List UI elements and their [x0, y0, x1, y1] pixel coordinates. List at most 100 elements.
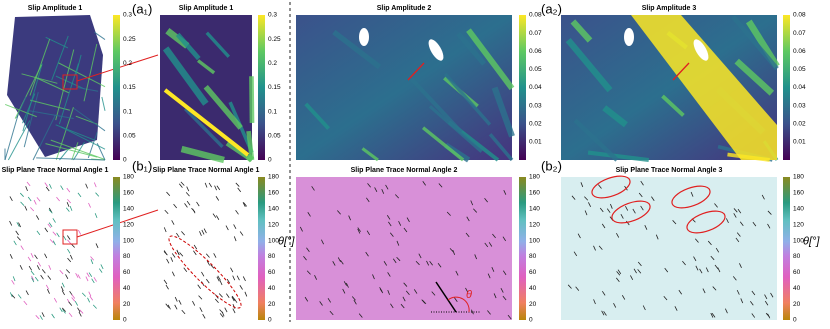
- panel-title: Slip Amplitude 1: [28, 5, 83, 12]
- colorbar-tick: 120: [123, 221, 134, 228]
- colorbar-tick: 180: [268, 174, 279, 181]
- colorbar-tick: 0.01: [529, 139, 542, 146]
- colorbar-tick: 60: [529, 269, 537, 276]
- colorbar-tick: 20: [123, 301, 131, 308]
- colorbar-tick: 0.06: [529, 48, 542, 55]
- panel-image: [296, 15, 512, 160]
- colorbar-tick: 0.2: [268, 60, 277, 67]
- angle-symbol: θ: [466, 289, 472, 301]
- colorbar: [258, 177, 265, 320]
- colorbar-tick: 160: [268, 190, 279, 197]
- colorbar-tick: 140: [793, 205, 804, 212]
- colorbar-tick: 80: [793, 253, 801, 260]
- colorbar-tick: 20: [268, 301, 276, 308]
- panel-image: [561, 172, 777, 320]
- colorbar-tick: 0.07: [529, 30, 542, 37]
- colorbar-tick: 0.04: [793, 84, 806, 91]
- slip-trace: [248, 156, 252, 160]
- colorbar-tick: 120: [268, 221, 279, 228]
- colorbar: [113, 177, 120, 320]
- map-bg: [561, 177, 777, 320]
- colorbar-tick: 60: [123, 269, 131, 276]
- colorbar-tick: 0.04: [529, 84, 542, 91]
- colorbar-unit: θ[°]: [803, 235, 820, 247]
- colorbar-tick: 0.06: [793, 48, 806, 55]
- colorbar-tick: 0: [268, 317, 272, 324]
- colorbar-tick: 0.25: [123, 36, 136, 43]
- colorbar-tick: 0: [123, 317, 127, 324]
- colorbar-tick: 160: [123, 190, 134, 197]
- colorbar-tick: 40: [123, 285, 131, 292]
- colorbar-tick: 120: [793, 221, 804, 228]
- colorbar-tick: 0.1: [268, 108, 277, 115]
- slip-trace: [251, 76, 252, 123]
- colorbar-tick: 140: [268, 205, 279, 212]
- colorbar-tick: 0: [268, 157, 272, 164]
- panel-image: [5, 177, 158, 320]
- void: [624, 28, 634, 46]
- panel-label: (b₂): [541, 158, 562, 173]
- colorbar-tick: 0.15: [268, 84, 281, 91]
- colorbar-tick: 160: [529, 190, 540, 197]
- panel-title: Slip Amplitude 1: [179, 5, 234, 12]
- void: [359, 28, 369, 46]
- colorbar-tick: 0.05: [268, 133, 281, 140]
- colorbar-tick: 0.05: [529, 66, 542, 73]
- colorbar-tick: 140: [123, 205, 134, 212]
- colorbar-tick: 0.02: [793, 120, 806, 127]
- panel-image: [160, 177, 252, 320]
- panel-label: (b₁): [132, 158, 152, 173]
- colorbar-tick: 80: [529, 253, 537, 260]
- map-bg: [160, 177, 252, 320]
- panel-title: Slip Amplitude 3: [642, 5, 697, 12]
- map-bg: [296, 15, 512, 160]
- colorbar-tick: 0.3: [268, 12, 277, 19]
- colorbar-tick: 180: [793, 174, 804, 181]
- slip-trace: [8, 121, 29, 160]
- colorbar-tick: 80: [123, 253, 131, 260]
- colorbar-tick: 0.03: [793, 102, 806, 109]
- colorbar-tick: 100: [123, 237, 134, 244]
- colorbar-tick: 0.05: [793, 66, 806, 73]
- colorbar-tick: 0.02: [529, 120, 542, 127]
- panel-image: [296, 177, 512, 320]
- colorbar-tick: 180: [123, 174, 134, 181]
- panel-title: Slip Plane Trace Normal Angle 2: [351, 167, 458, 174]
- colorbar-tick: 0.2: [123, 60, 132, 67]
- colorbar-tick: 180: [529, 174, 540, 181]
- panel-image: [160, 15, 252, 160]
- colorbar: [783, 15, 790, 160]
- colorbar-tick: 60: [268, 269, 276, 276]
- panel-label: (a₂): [541, 1, 562, 16]
- colorbar-tick: 40: [529, 285, 537, 292]
- colorbar-tick: 20: [793, 301, 801, 308]
- panel-title: Slip Amplitude 2: [377, 5, 432, 12]
- colorbar: [258, 15, 265, 160]
- colorbar-tick: 120: [529, 221, 540, 228]
- colorbar-unit: θ[°]: [278, 235, 295, 247]
- panel-title: Slip Plane Trace Normal Angle 1: [153, 167, 260, 174]
- colorbar: [783, 177, 790, 320]
- colorbar-tick: 100: [529, 237, 540, 244]
- colorbar-tick: 0.05: [123, 133, 136, 140]
- panel-image: [561, 15, 777, 160]
- colorbar: [113, 15, 120, 160]
- colorbar-tick: 160: [793, 190, 804, 197]
- panel-title: Slip Plane Trace Normal Angle 3: [616, 167, 723, 174]
- colorbar-tick: 0: [529, 317, 533, 324]
- slip-trace: [102, 97, 105, 111]
- colorbar-tick: 0: [793, 317, 797, 324]
- colorbar-tick: 60: [793, 269, 801, 276]
- colorbar-tick: 140: [529, 205, 540, 212]
- colorbar-tick: 0.03: [529, 102, 542, 109]
- colorbar-tick: 80: [268, 253, 276, 260]
- colorbar-tick: 20: [529, 301, 537, 308]
- colorbar-tick: 0.01: [793, 139, 806, 146]
- panel-label: (a₁): [132, 1, 152, 16]
- panel-title: Slip Plane Trace Normal Angle 1: [2, 167, 109, 174]
- colorbar-tick: 0.08: [793, 12, 806, 19]
- colorbar-tick: 40: [268, 285, 276, 292]
- colorbar-tick: 0.3: [123, 12, 132, 19]
- colorbar: [519, 15, 526, 160]
